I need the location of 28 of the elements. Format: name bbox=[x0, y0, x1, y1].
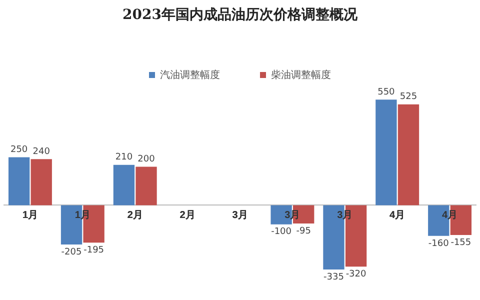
data-label: -205 bbox=[61, 247, 82, 258]
x-tick-label: 1月 bbox=[22, 210, 38, 221]
data-label: 525 bbox=[400, 92, 418, 102]
data-label: -335 bbox=[324, 272, 344, 282]
data-label: 200 bbox=[138, 154, 156, 165]
x-tick-label: 3月 bbox=[232, 210, 248, 221]
legend-label: 柴油调整幅度 bbox=[271, 68, 331, 81]
data-label: 210 bbox=[115, 152, 133, 163]
chart-title: 2023年国内成品油历次价格调整概况 bbox=[122, 6, 358, 24]
data-label: -160 bbox=[428, 238, 450, 249]
bar bbox=[113, 164, 135, 206]
x-tick-label: 2月 bbox=[180, 210, 196, 221]
x-tick-label: 4月 bbox=[390, 210, 406, 221]
data-label: 240 bbox=[32, 146, 50, 157]
bar bbox=[376, 100, 397, 206]
bar bbox=[30, 159, 52, 206]
bar bbox=[136, 166, 157, 206]
x-tick-label: 2月 bbox=[127, 210, 143, 221]
data-label: -320 bbox=[346, 269, 367, 280]
bar bbox=[8, 157, 30, 206]
bar bbox=[398, 104, 420, 206]
data-label: 550 bbox=[378, 87, 396, 98]
legend-label: 汽油调整幅度 bbox=[160, 68, 220, 81]
data-label: -155 bbox=[450, 238, 472, 248]
data-label: -195 bbox=[84, 245, 104, 256]
data-label: 250 bbox=[10, 145, 28, 156]
data-label: -100 bbox=[271, 227, 292, 238]
data-label: -95 bbox=[296, 226, 311, 236]
